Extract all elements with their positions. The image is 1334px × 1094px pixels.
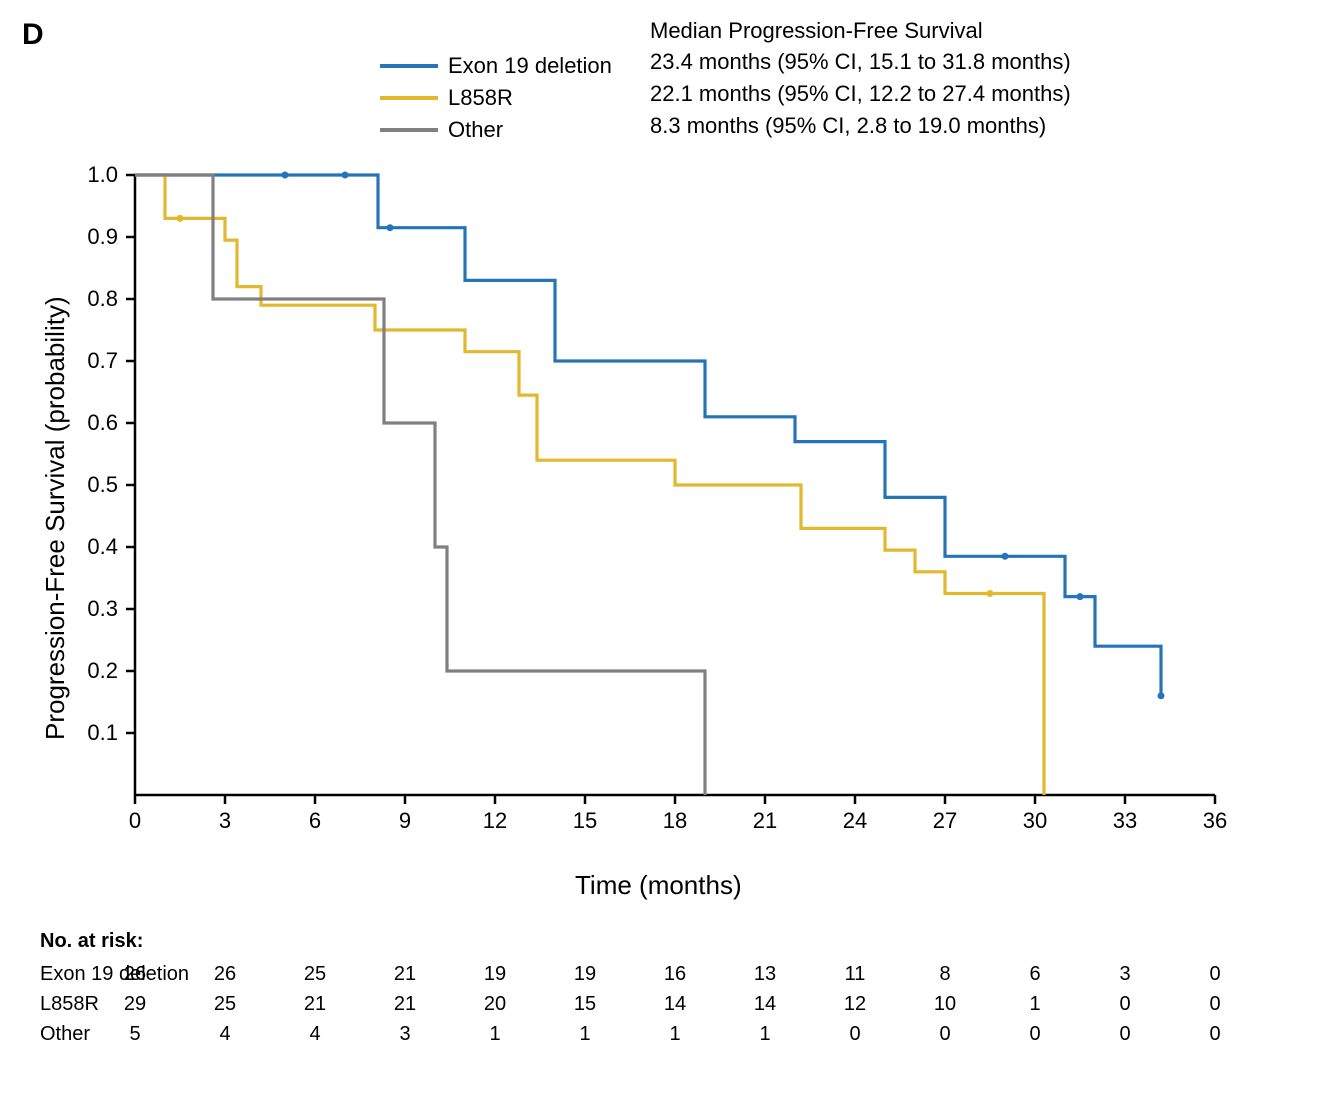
risk-cell: 12 bbox=[835, 993, 875, 1016]
risk-cell: 19 bbox=[565, 963, 605, 986]
censor-mark bbox=[987, 590, 994, 597]
risk-cell: 21 bbox=[385, 963, 425, 986]
km-curve bbox=[135, 175, 1161, 696]
risk-cell: 3 bbox=[385, 1023, 425, 1046]
x-tick-label: 30 bbox=[1023, 808, 1047, 833]
risk-cell: 4 bbox=[295, 1023, 335, 1046]
risk-cell: 0 bbox=[1195, 963, 1235, 986]
risk-table-header: No. at risk: bbox=[40, 930, 212, 953]
legend-stat: 23.4 months (95% CI, 15.1 to 31.8 months… bbox=[650, 46, 1071, 78]
censor-mark bbox=[177, 215, 184, 222]
x-tick-label: 18 bbox=[663, 808, 687, 833]
legend-header: Median Progression-Free Survival bbox=[650, 18, 1071, 44]
risk-cell: 0 bbox=[1195, 993, 1235, 1016]
censor-mark bbox=[1002, 553, 1009, 560]
risk-cell: 4 bbox=[205, 1023, 245, 1046]
risk-cell: 1 bbox=[475, 1023, 515, 1046]
x-tick-label: 33 bbox=[1113, 808, 1137, 833]
legend-stat: 22.1 months (95% CI, 12.2 to 27.4 months… bbox=[650, 78, 1071, 110]
risk-cell: 0 bbox=[1105, 1023, 1145, 1046]
risk-cell: 25 bbox=[295, 963, 335, 986]
y-tick-label: 0.7 bbox=[87, 348, 118, 373]
x-tick-label: 0 bbox=[129, 808, 141, 833]
censor-mark bbox=[1158, 692, 1165, 699]
legend-item: Other bbox=[380, 114, 633, 146]
legend-swatch bbox=[380, 64, 438, 68]
y-tick-label: 0.2 bbox=[87, 658, 118, 683]
legend-label: L858R bbox=[448, 85, 633, 111]
risk-cell: 26 bbox=[115, 963, 155, 986]
risk-cell: 13 bbox=[745, 963, 785, 986]
risk-cell: 1 bbox=[745, 1023, 785, 1046]
censor-mark bbox=[1077, 593, 1084, 600]
legend-stats: Median Progression-Free Survival 23.4 mo… bbox=[650, 18, 1071, 142]
legend-stat: 8.3 months (95% CI, 2.8 to 19.0 months) bbox=[650, 110, 1071, 142]
risk-cell: 0 bbox=[835, 1023, 875, 1046]
legend-label: Other bbox=[448, 117, 633, 143]
risk-cell: 20 bbox=[475, 993, 515, 1016]
x-tick-label: 36 bbox=[1203, 808, 1227, 833]
risk-cell: 5 bbox=[115, 1023, 155, 1046]
censor-mark bbox=[282, 172, 289, 179]
y-tick-label: 0.3 bbox=[87, 596, 118, 621]
risk-cell: 6 bbox=[1015, 963, 1055, 986]
risk-cell: 1 bbox=[565, 1023, 605, 1046]
legend-swatch bbox=[380, 96, 438, 100]
x-tick-label: 24 bbox=[843, 808, 867, 833]
risk-cell: 16 bbox=[655, 963, 695, 986]
risk-cell: 26 bbox=[205, 963, 245, 986]
figure-panel: D Exon 19 deletion L858R Other Median Prog… bbox=[0, 0, 1334, 1094]
x-tick-label: 15 bbox=[573, 808, 597, 833]
y-tick-label: 0.4 bbox=[87, 534, 118, 559]
risk-row: Exon 19 deletion2626252119191613118630 bbox=[40, 959, 212, 989]
y-tick-label: 0.5 bbox=[87, 472, 118, 497]
risk-cell: 14 bbox=[745, 993, 785, 1016]
risk-cell: 29 bbox=[115, 993, 155, 1016]
risk-cell: 11 bbox=[835, 963, 875, 986]
risk-row: L858R29252121201514141210100 bbox=[40, 989, 212, 1019]
x-axis-label: Time (months) bbox=[575, 870, 742, 901]
risk-row: Other5443111100000 bbox=[40, 1019, 212, 1049]
censor-mark bbox=[387, 224, 394, 231]
risk-cell: 25 bbox=[205, 993, 245, 1016]
x-tick-label: 21 bbox=[753, 808, 777, 833]
risk-cell: 1 bbox=[655, 1023, 695, 1046]
risk-cell: 0 bbox=[1195, 1023, 1235, 1046]
y-tick-label: 1.0 bbox=[87, 162, 118, 187]
y-tick-label: 0.6 bbox=[87, 410, 118, 435]
legend-series: Exon 19 deletion L858R Other bbox=[380, 50, 633, 146]
km-curve bbox=[135, 175, 1044, 795]
censor-mark bbox=[342, 172, 349, 179]
risk-cell: 10 bbox=[925, 993, 965, 1016]
legend-item: Exon 19 deletion bbox=[380, 50, 633, 82]
y-tick-label: 0.1 bbox=[87, 720, 118, 745]
risk-cell: 14 bbox=[655, 993, 695, 1016]
legend-swatch bbox=[380, 128, 438, 132]
km-curve bbox=[135, 175, 705, 795]
x-tick-label: 6 bbox=[309, 808, 321, 833]
risk-cell: 19 bbox=[475, 963, 515, 986]
x-tick-label: 3 bbox=[219, 808, 231, 833]
x-tick-label: 12 bbox=[483, 808, 507, 833]
x-tick-label: 27 bbox=[933, 808, 957, 833]
risk-cell: 15 bbox=[565, 993, 605, 1016]
risk-cell: 0 bbox=[925, 1023, 965, 1046]
legend-label: Exon 19 deletion bbox=[448, 53, 633, 79]
panel-label: D bbox=[22, 18, 44, 52]
risk-cell: 1 bbox=[1015, 993, 1055, 1016]
risk-cell: 21 bbox=[385, 993, 425, 1016]
y-tick-label: 0.9 bbox=[87, 224, 118, 249]
y-axis-label: Progression-Free Survival (probability) bbox=[40, 296, 71, 740]
y-tick-label: 0.8 bbox=[87, 286, 118, 311]
risk-cell: 0 bbox=[1015, 1023, 1055, 1046]
risk-cell: 21 bbox=[295, 993, 335, 1016]
legend-item: L858R bbox=[380, 82, 633, 114]
at-risk-table: No. at risk: Exon 19 deletion26262521191… bbox=[40, 930, 212, 1049]
risk-cell: 0 bbox=[1105, 993, 1145, 1016]
x-tick-label: 9 bbox=[399, 808, 411, 833]
risk-cell: 3 bbox=[1105, 963, 1145, 986]
risk-cell: 8 bbox=[925, 963, 965, 986]
